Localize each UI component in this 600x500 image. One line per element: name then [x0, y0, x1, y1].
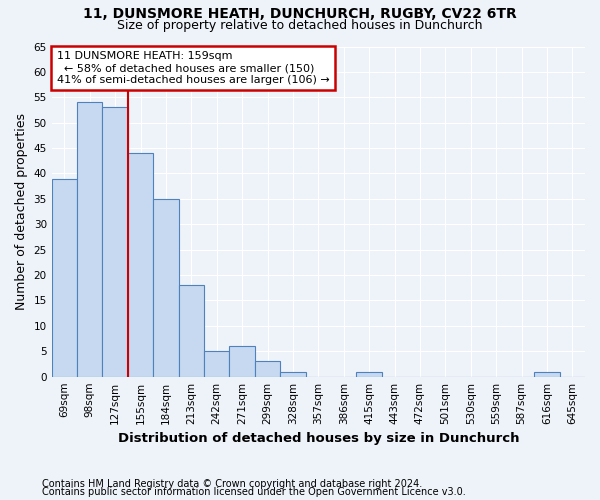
Text: Size of property relative to detached houses in Dunchurch: Size of property relative to detached ho… [117, 18, 483, 32]
X-axis label: Distribution of detached houses by size in Dunchurch: Distribution of detached houses by size … [118, 432, 519, 445]
Bar [229, 346, 255, 376]
Bar [103, 108, 128, 376]
Text: Contains public sector information licensed under the Open Government Licence v3: Contains public sector information licen… [42, 487, 466, 497]
Bar [77, 102, 103, 376]
Bar [255, 362, 280, 376]
Bar [534, 372, 560, 376]
Text: 11, DUNSMORE HEATH, DUNCHURCH, RUGBY, CV22 6TR: 11, DUNSMORE HEATH, DUNCHURCH, RUGBY, CV… [83, 8, 517, 22]
Bar [356, 372, 382, 376]
Text: Contains HM Land Registry data © Crown copyright and database right 2024.: Contains HM Land Registry data © Crown c… [42, 479, 422, 489]
Bar [204, 352, 229, 376]
Y-axis label: Number of detached properties: Number of detached properties [15, 113, 28, 310]
Bar [128, 153, 153, 376]
Bar [179, 285, 204, 376]
Bar [153, 199, 179, 376]
Text: 11 DUNSMORE HEATH: 159sqm
  ← 58% of detached houses are smaller (150)
41% of se: 11 DUNSMORE HEATH: 159sqm ← 58% of detac… [57, 52, 330, 84]
Bar [280, 372, 305, 376]
Bar [52, 178, 77, 376]
